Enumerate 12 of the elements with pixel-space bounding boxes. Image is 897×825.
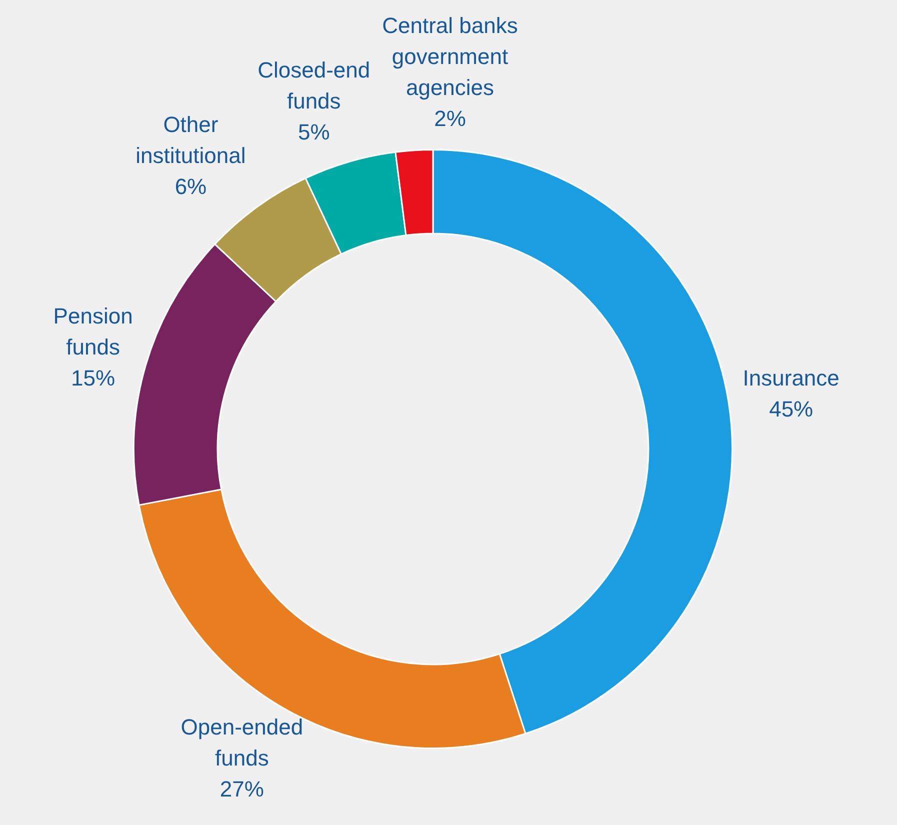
slice-label: Open-ended funds — [180, 714, 304, 771]
data-label: 2% — [434, 106, 466, 132]
data-label: 27% — [220, 776, 264, 802]
slice-label: Pension funds — [53, 303, 133, 360]
data-label: 15% — [71, 365, 116, 390]
slice-label: Insurance — [742, 366, 840, 391]
data-label: 5% — [298, 120, 330, 145]
slice-label: Central banks government agencies — [382, 13, 518, 100]
data-label: 45% — [769, 396, 814, 422]
data-label: 6% — [174, 174, 207, 200]
slice-label: Other institutional — [136, 112, 246, 168]
slice-label: Closed-end funds — [258, 58, 370, 114]
